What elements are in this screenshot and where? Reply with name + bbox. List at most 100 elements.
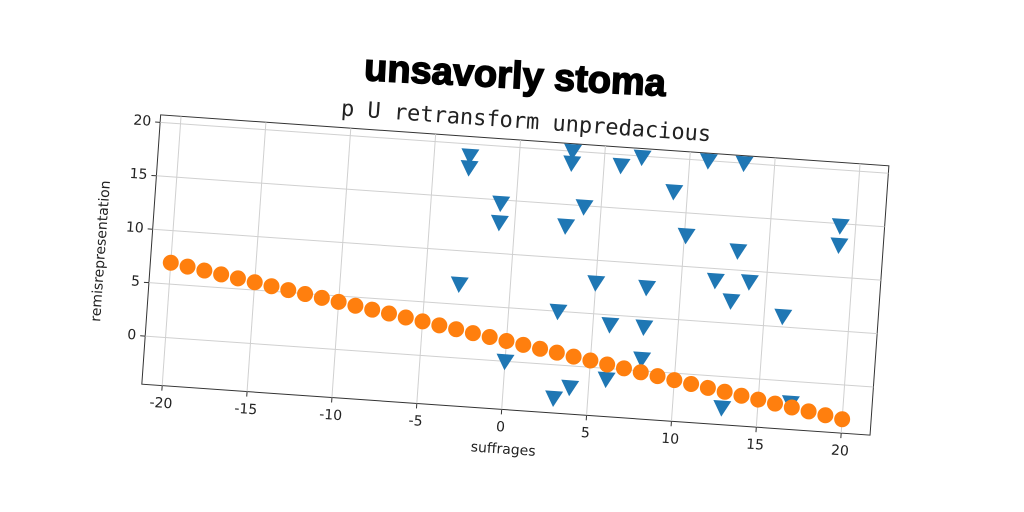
- triangle-marker: [635, 319, 654, 336]
- grid-line: [755, 157, 776, 428]
- circle-marker: [582, 352, 599, 369]
- circle-marker: [750, 391, 767, 408]
- circle-marker: [448, 321, 465, 338]
- triangle-marker: [561, 379, 580, 397]
- x-tick-label: -15: [234, 401, 258, 419]
- triangle-marker: [612, 157, 631, 175]
- circle-marker: [783, 399, 800, 416]
- triangle-marker: [563, 155, 582, 172]
- triangle-marker: [699, 153, 718, 170]
- triangle-marker: [831, 218, 850, 235]
- triangle-marker: [450, 276, 469, 293]
- triangle-marker: [601, 316, 620, 334]
- triangle-marker: [729, 243, 748, 260]
- circle-marker: [263, 278, 280, 295]
- circle-marker: [280, 282, 297, 299]
- triangle-marker: [496, 353, 515, 371]
- circle-marker: [767, 395, 784, 412]
- triangle-marker: [638, 279, 657, 297]
- circle-marker: [632, 364, 649, 381]
- y-tick-label: 0: [127, 327, 137, 344]
- circle-marker: [330, 293, 347, 310]
- circle-marker: [565, 348, 582, 365]
- triangle-marker: [549, 303, 568, 321]
- grid-line: [161, 116, 182, 386]
- y-tick-label: 20: [133, 113, 152, 130]
- circle-marker: [834, 411, 851, 428]
- x-tick-label: 20: [830, 442, 849, 459]
- x-tick-label: 0: [495, 419, 505, 436]
- circle-marker: [666, 372, 683, 389]
- x-tick-label: -5: [408, 413, 423, 430]
- y-tick-label: 5: [130, 273, 140, 290]
- triangle-marker: [460, 159, 479, 177]
- grid-line: [152, 228, 881, 281]
- x-tick-label: 5: [580, 425, 590, 442]
- triangle-marker: [677, 227, 696, 245]
- triangle-marker: [830, 237, 849, 254]
- grid-line: [331, 128, 352, 398]
- triangle-marker: [564, 143, 583, 161]
- triangle-marker: [633, 149, 652, 167]
- circle-marker: [162, 254, 179, 271]
- circle-marker: [397, 309, 414, 326]
- circle-marker: [229, 270, 246, 287]
- triangle-marker: [706, 272, 725, 290]
- triangle-marker: [587, 275, 606, 292]
- triangle-marker: [597, 371, 616, 389]
- triangle-marker: [713, 399, 732, 417]
- circle-marker: [649, 368, 666, 385]
- grid-line: [156, 175, 885, 228]
- circle-marker: [498, 332, 515, 349]
- circle-marker: [599, 356, 616, 373]
- circle-marker: [246, 274, 263, 291]
- triangle-marker: [740, 274, 759, 291]
- grid-line: [840, 163, 861, 434]
- triangle-marker: [633, 351, 652, 369]
- circle-marker: [733, 387, 750, 404]
- circle-marker: [615, 360, 632, 377]
- circle-marker: [347, 297, 364, 314]
- triangle-marker: [735, 155, 754, 173]
- triangle-marker: [461, 148, 480, 165]
- x-tick-label: 15: [746, 437, 765, 454]
- circle-marker: [683, 375, 700, 392]
- triangle-marker: [490, 214, 509, 232]
- triangle-marker: [492, 195, 511, 213]
- circle-marker: [380, 305, 397, 322]
- circle-marker: [297, 286, 314, 303]
- circle-marker: [213, 266, 230, 283]
- y-tick-label: 10: [125, 219, 144, 236]
- circle-marker: [699, 379, 716, 396]
- triangle-marker: [545, 390, 564, 407]
- circle-marker: [196, 262, 213, 279]
- y-tick-label: 15: [129, 166, 148, 183]
- circle-marker: [716, 383, 733, 400]
- circle-marker: [481, 329, 498, 346]
- grid-line: [416, 134, 437, 404]
- x-tick-label: -20: [149, 395, 173, 413]
- x-tick-label: -10: [319, 407, 343, 425]
- triangle-marker: [722, 293, 741, 310]
- circle-marker: [515, 336, 532, 353]
- circle-marker: [313, 289, 330, 306]
- circle-marker: [179, 258, 196, 275]
- circle-marker: [431, 317, 448, 334]
- grid-line: [160, 121, 889, 174]
- triangle-marker: [575, 199, 594, 216]
- circle-marker: [548, 344, 565, 361]
- circle-marker: [364, 301, 381, 318]
- circle-marker: [414, 313, 431, 330]
- plot-area: [141, 114, 890, 436]
- triangle-marker: [774, 308, 793, 326]
- circle-marker: [532, 340, 549, 357]
- triangle-marker: [665, 183, 684, 201]
- grid-line: [246, 122, 267, 392]
- circle-marker: [800, 403, 817, 420]
- circle-marker: [464, 325, 481, 342]
- triangle-marker: [557, 218, 576, 235]
- circle-marker: [817, 407, 834, 424]
- x-tick-label: 10: [661, 431, 680, 448]
- x-axis-label: suffrages: [470, 439, 536, 459]
